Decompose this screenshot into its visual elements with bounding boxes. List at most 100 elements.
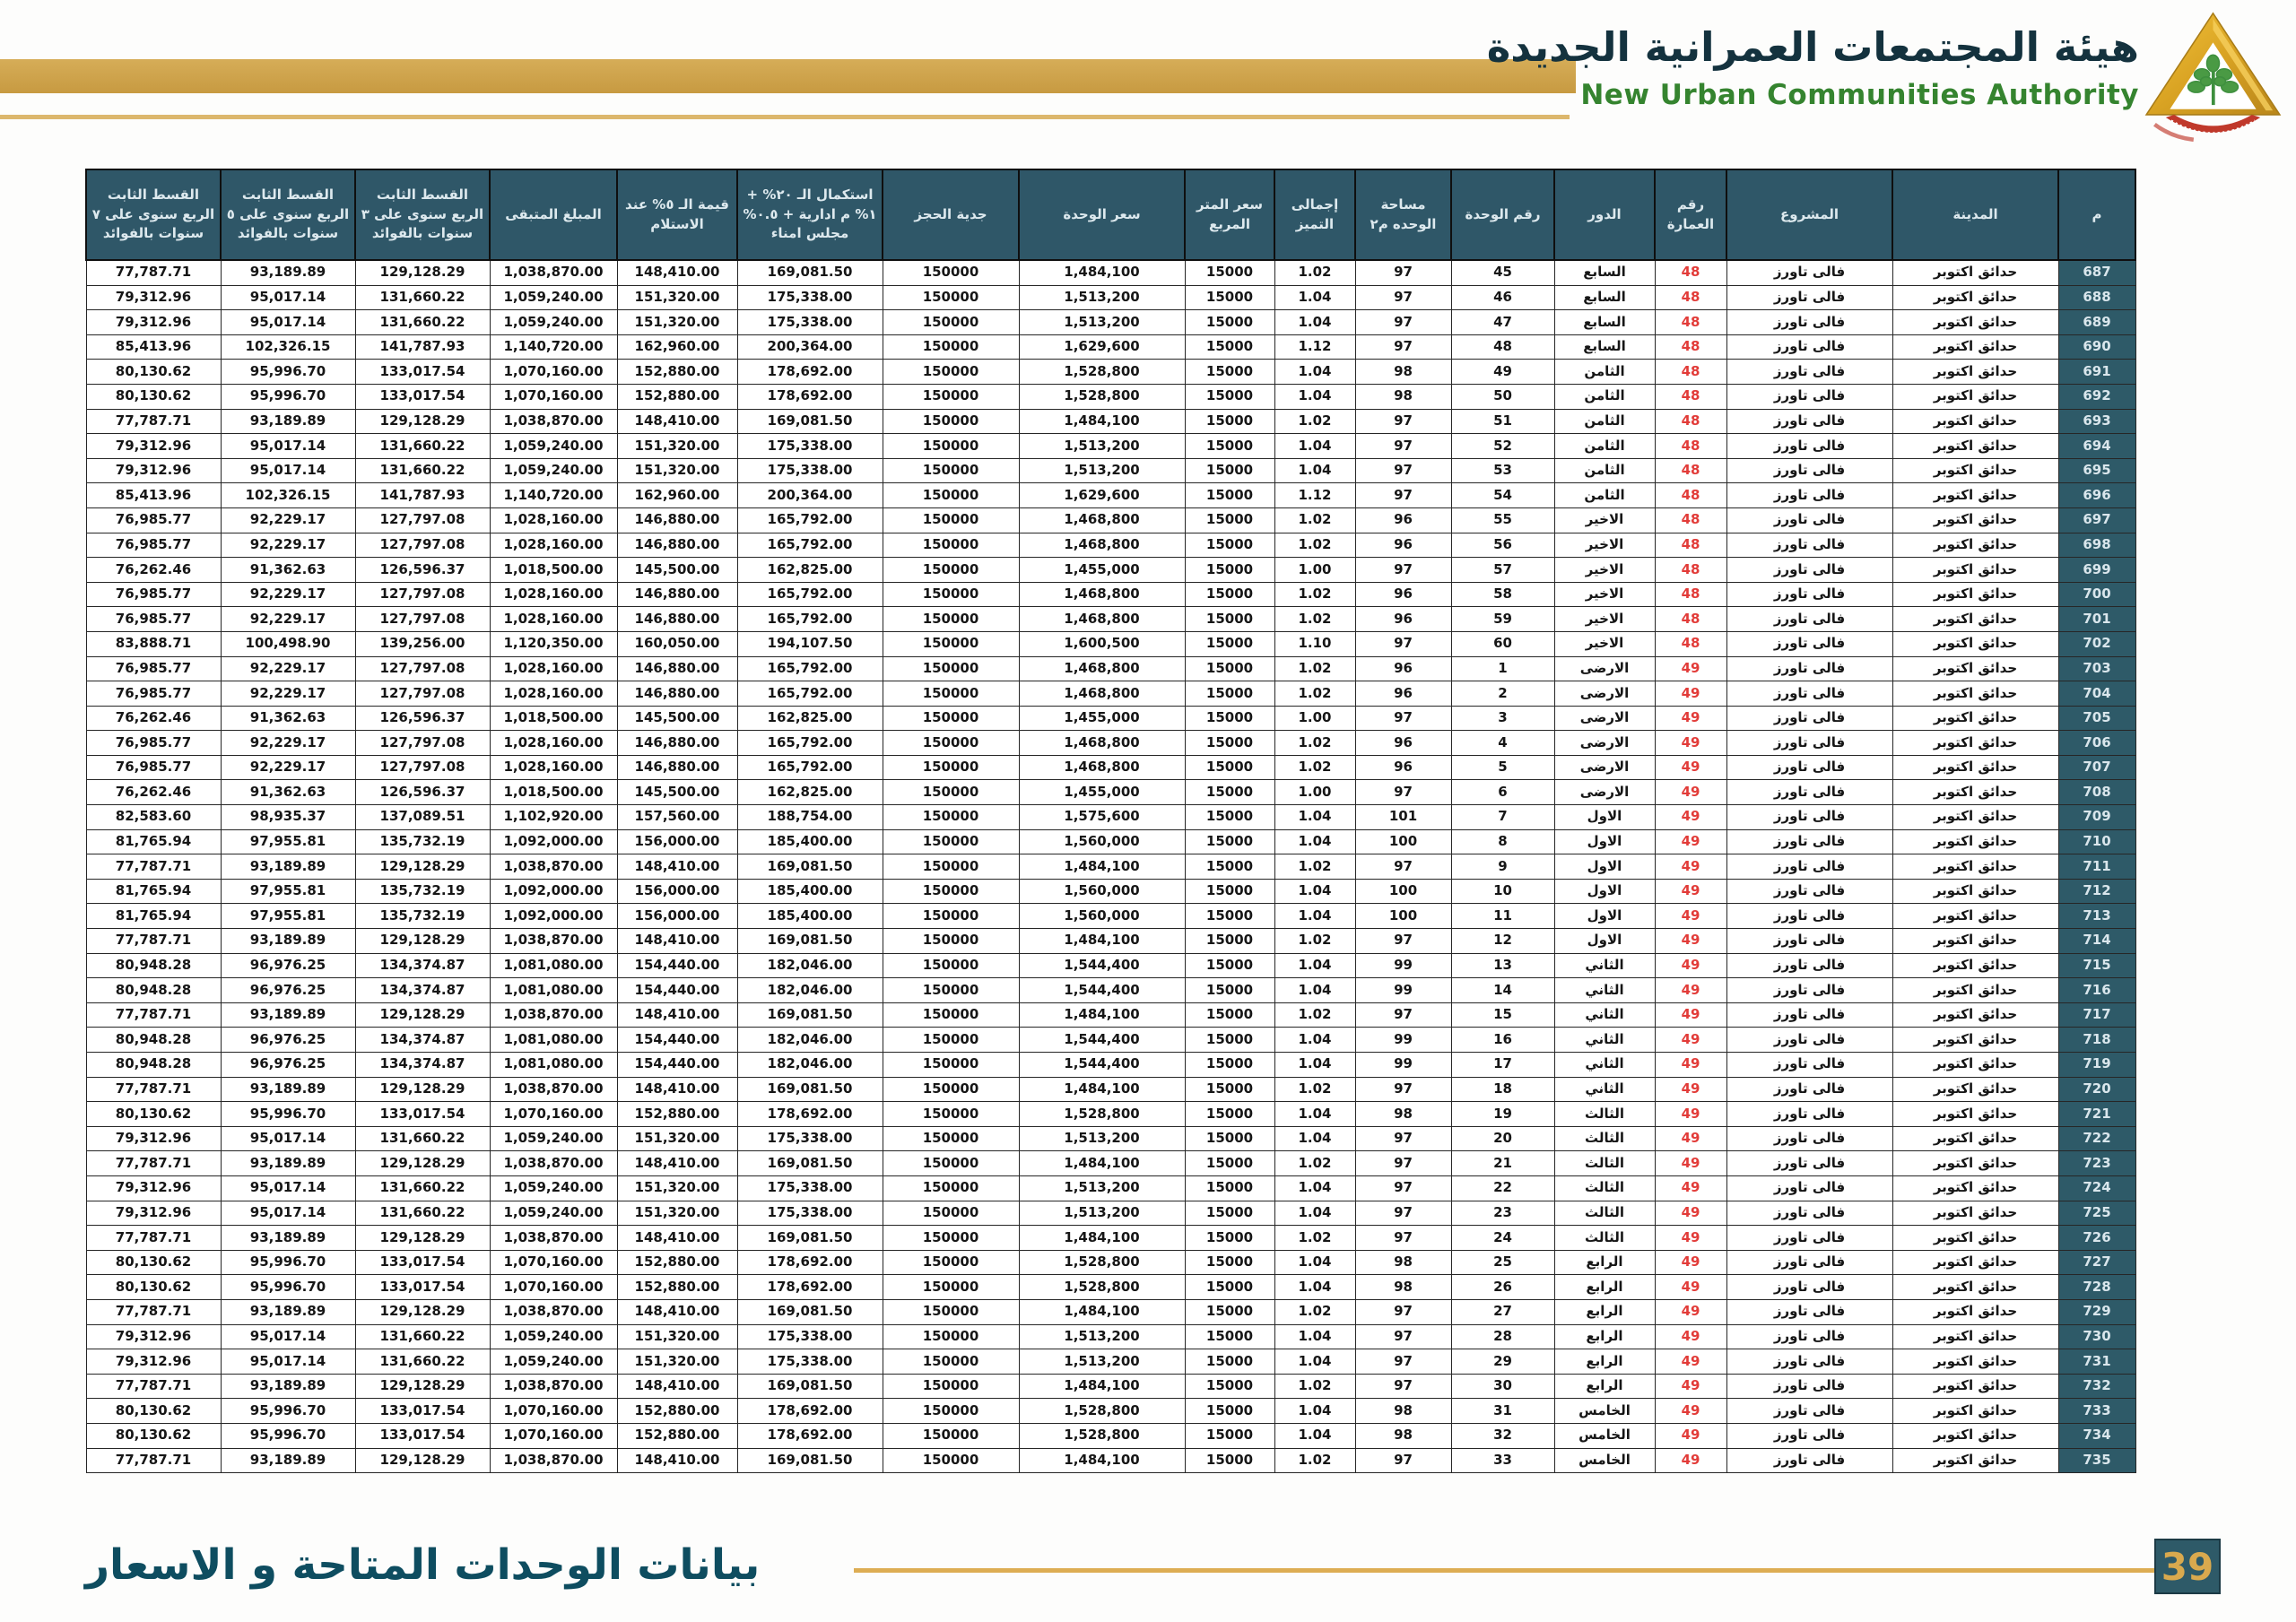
column-header-premium: إجمالى التميز (1274, 169, 1356, 261)
column-header-booking: جدية الحجز (882, 169, 1020, 261)
cell-unit_no: 51 (1450, 408, 1555, 435)
cell-booking: 150000 (882, 754, 1020, 781)
cell-unit_price: 1,575,600 (1018, 804, 1186, 830)
cell-inst_5y: 91,362.63 (220, 779, 356, 806)
cell-building: 49 (1654, 1225, 1727, 1251)
table-row: 722 حدائق اكتوبر فالى تاورز 49 الثالث 20 97 1.0… (85, 1125, 2136, 1152)
cell-remaining: 1,028,160.00 (489, 507, 618, 533)
cell-floor: الارضى (1553, 681, 1656, 707)
cell-floor: الثاني (1553, 1002, 1656, 1028)
cell-meter_price: 15000 (1184, 1225, 1275, 1251)
cell-meter_price: 15000 (1184, 730, 1275, 756)
cell-unit_no: 60 (1450, 630, 1555, 657)
cell-inst_3y: 131,660.22 (354, 1349, 491, 1375)
cell-floor: الرابع (1553, 1323, 1656, 1350)
cell-project: فالى تاورز (1726, 284, 1893, 311)
cell-meter_price: 15000 (1184, 606, 1275, 632)
cell-unit_price: 1,513,200 (1018, 284, 1186, 311)
cell-meter_price: 15000 (1184, 433, 1275, 459)
cell-unit_price: 1,455,000 (1018, 705, 1186, 732)
cell-floor: السابع (1553, 284, 1656, 311)
cell-inst_5y: 95,996.70 (220, 1249, 356, 1276)
cell-project: فالى تاورز (1726, 1052, 1893, 1078)
cell-remaining: 1,059,240.00 (489, 1323, 618, 1350)
cell-premium: 1.04 (1274, 828, 1356, 855)
cell-floor: الثاني (1553, 952, 1656, 979)
cell-inst_5y: 97,955.81 (220, 828, 356, 855)
cell-floor: الاخير (1553, 507, 1656, 533)
cell-city: حدائق اكتوبر (1892, 532, 2059, 559)
cell-meter_price: 15000 (1184, 952, 1275, 979)
cell-unit_no: 49 (1450, 359, 1555, 385)
cell-serial: 691 (2057, 359, 2136, 385)
cell-booking: 150000 (882, 1052, 1020, 1078)
cell-area: 96 (1354, 730, 1452, 756)
cell-booking: 150000 (882, 1225, 1020, 1251)
cell-building: 48 (1654, 630, 1727, 657)
table-row: 714 حدائق اكتوبر فالى تاورز 49 الاول 12 97 1.02… (85, 928, 2136, 954)
cell-premium: 1.02 (1274, 1298, 1356, 1325)
cell-city: حدائق اكتوبر (1892, 1052, 2059, 1078)
cell-premium: 1.04 (1274, 1398, 1356, 1424)
cell-inst_3y: 127,797.08 (354, 655, 491, 682)
cell-unit_no: 58 (1450, 581, 1555, 608)
cell-remaining: 1,092,000.00 (489, 878, 618, 905)
cell-booking: 150000 (882, 1101, 1020, 1127)
cell-delivery_5pct: 148,410.00 (616, 928, 738, 954)
cell-unit_price: 1,513,200 (1018, 457, 1186, 484)
cell-delivery_5pct: 152,880.00 (616, 1101, 738, 1127)
cell-serial: 703 (2057, 655, 2136, 682)
cell-completion: 162,825.00 (736, 705, 883, 732)
table-row: 713 حدائق اكتوبر فالى تاورز 49 الاول 11 100 1.0… (85, 903, 2136, 930)
cell-city: حدائق اكتوبر (1892, 1249, 2059, 1276)
cell-inst_7y: 79,312.96 (85, 284, 222, 311)
cell-inst_5y: 96,976.25 (220, 977, 356, 1003)
cell-area: 97 (1354, 1447, 1452, 1474)
cell-completion: 178,692.00 (736, 1101, 883, 1127)
cell-serial: 713 (2057, 903, 2136, 930)
cell-city: حدائق اكتوبر (1892, 359, 2059, 385)
cell-city: حدائق اكتوبر (1892, 754, 2059, 781)
cell-meter_price: 15000 (1184, 1200, 1275, 1227)
cell-remaining: 1,092,000.00 (489, 903, 618, 930)
cell-delivery_5pct: 152,880.00 (616, 1422, 738, 1449)
cell-building: 48 (1654, 557, 1727, 583)
cell-city: حدائق اكتوبر (1892, 1274, 2059, 1300)
cell-remaining: 1,059,240.00 (489, 1349, 618, 1375)
cell-meter_price: 15000 (1184, 681, 1275, 707)
cell-project: فالى تاورز (1726, 1076, 1893, 1103)
cell-area: 96 (1354, 581, 1452, 608)
cell-inst_3y: 135,732.19 (354, 878, 491, 905)
cell-inst_7y: 79,312.96 (85, 309, 222, 335)
cell-unit_price: 1,528,800 (1018, 383, 1186, 410)
header-gold-band (0, 59, 1576, 93)
column-header-inst_7y: القسط الثابت الربع سنوى على ٧ سنوات بالف… (85, 169, 222, 261)
cell-area: 100 (1354, 878, 1452, 905)
cell-inst_5y: 93,189.89 (220, 408, 356, 435)
cell-area: 97 (1354, 1200, 1452, 1227)
cell-delivery_5pct: 145,500.00 (616, 557, 738, 583)
cell-premium: 1.02 (1274, 581, 1356, 608)
cell-booking: 150000 (882, 903, 1020, 930)
cell-inst_3y: 129,128.29 (354, 1298, 491, 1325)
cell-floor: السابع (1553, 259, 1656, 286)
cell-remaining: 1,081,080.00 (489, 977, 618, 1003)
cell-area: 98 (1354, 1422, 1452, 1449)
cell-unit_no: 54 (1450, 482, 1555, 508)
cell-building: 49 (1654, 903, 1727, 930)
units-price-table-wrap: م المدينة المشروع رقم العمارة الدور رقم الوحد… (85, 169, 2136, 1474)
cell-remaining: 1,028,160.00 (489, 581, 618, 608)
table-row: 717 حدائق اكتوبر فالى تاورز 49 الثاني 15 97 1.0… (85, 1002, 2136, 1028)
cell-meter_price: 15000 (1184, 1447, 1275, 1474)
cell-project: فالى تاورز (1726, 1150, 1893, 1176)
cell-remaining: 1,081,080.00 (489, 952, 618, 979)
column-header-unit_price: سعر الوحدة (1018, 169, 1186, 261)
cell-delivery_5pct: 154,440.00 (616, 952, 738, 979)
cell-building: 49 (1654, 952, 1727, 979)
cell-booking: 150000 (882, 1175, 1020, 1201)
cell-building: 48 (1654, 507, 1727, 533)
cell-area: 97 (1354, 1323, 1452, 1350)
cell-unit_no: 23 (1450, 1200, 1555, 1227)
cell-project: فالى تاورز (1726, 433, 1893, 459)
cell-booking: 150000 (882, 581, 1020, 608)
